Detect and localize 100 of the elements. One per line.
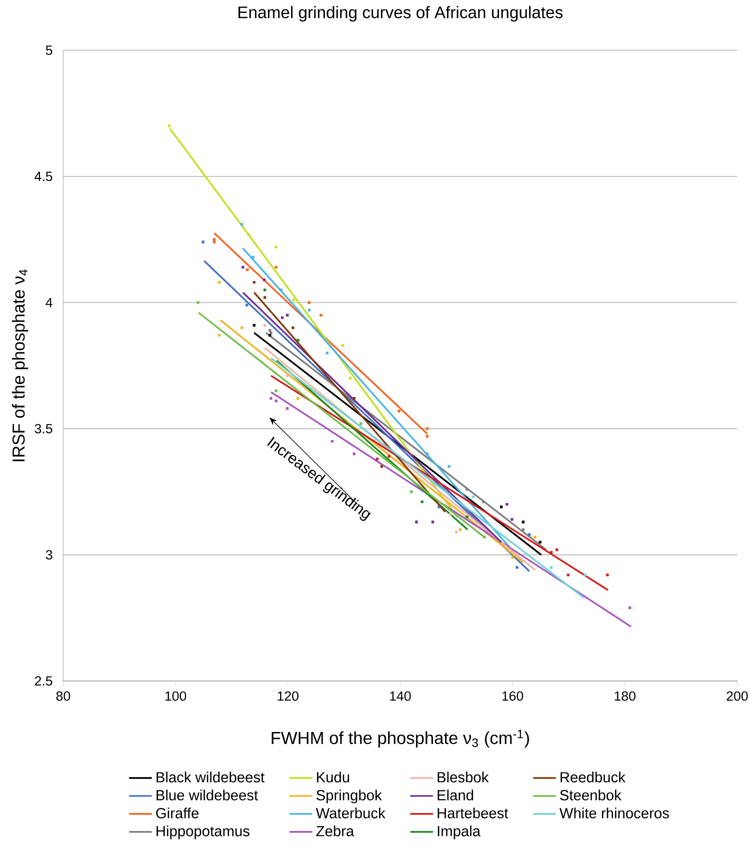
point <box>398 410 400 412</box>
point <box>196 301 200 304</box>
point <box>410 490 413 494</box>
x-tick-label: 140 <box>390 691 411 701</box>
point <box>242 266 244 269</box>
point <box>263 288 266 292</box>
y-axis-title: IRSF of the phosphate ν$_{4}$ <box>12 269 28 462</box>
point <box>308 308 311 312</box>
x-tick-label: 200 <box>726 691 748 701</box>
x-tick-label: 120 <box>278 691 298 701</box>
point <box>376 458 378 460</box>
point <box>448 465 450 468</box>
legend-label: Blesbok <box>438 772 489 782</box>
point <box>500 506 503 508</box>
point <box>274 389 278 392</box>
x-tick-label: 160 <box>502 691 524 701</box>
point <box>296 339 300 342</box>
point <box>538 540 542 544</box>
point <box>431 520 434 524</box>
point <box>380 465 383 468</box>
point <box>472 495 475 498</box>
legend-label: Black wildebeest <box>156 772 265 782</box>
point <box>352 397 356 400</box>
point <box>550 550 553 554</box>
point <box>202 240 204 244</box>
point <box>268 334 272 337</box>
point <box>326 352 329 354</box>
point <box>296 397 300 400</box>
point <box>268 328 272 332</box>
point <box>360 422 362 425</box>
legend-label: Waterbuck <box>316 808 386 818</box>
point <box>516 566 518 569</box>
point <box>415 520 418 524</box>
y-tick-label: 3.5 <box>34 424 52 434</box>
point <box>262 278 266 282</box>
x-tick-label: 80 <box>56 691 70 701</box>
point <box>606 574 609 576</box>
point <box>270 397 272 400</box>
point <box>628 606 632 610</box>
point <box>388 455 390 458</box>
point <box>246 268 249 272</box>
point <box>270 331 272 334</box>
point <box>280 316 284 320</box>
legend-label: Hartebeest <box>438 808 508 818</box>
point <box>506 503 508 506</box>
y-tick-label: 3 <box>46 550 52 560</box>
point <box>274 246 278 248</box>
point <box>522 528 525 531</box>
point <box>263 296 266 299</box>
legend-label: Steenbok <box>560 790 622 800</box>
point <box>168 124 171 128</box>
point <box>308 301 311 304</box>
point <box>240 326 244 330</box>
point <box>528 533 531 536</box>
point <box>348 376 352 380</box>
legend-label: Zebra <box>316 826 354 836</box>
chart-title: Enamel grinding curves of African ungulates <box>238 6 563 22</box>
point <box>292 326 294 330</box>
point <box>584 574 586 576</box>
point <box>252 256 254 258</box>
point <box>420 500 424 504</box>
point <box>466 516 468 518</box>
point <box>455 530 458 534</box>
point <box>320 314 322 316</box>
point <box>556 548 558 552</box>
legend-label: Eland <box>438 790 474 800</box>
point <box>212 240 216 244</box>
point <box>448 513 452 516</box>
point <box>330 440 334 443</box>
x-tick-label: 180 <box>614 691 636 701</box>
point <box>274 266 278 269</box>
point <box>252 281 256 284</box>
point <box>483 536 486 538</box>
legend-label: Kudu <box>317 772 350 782</box>
point <box>212 238 216 241</box>
point <box>240 222 244 226</box>
point <box>522 520 525 524</box>
x-tick-label: 100 <box>165 691 186 701</box>
point <box>566 574 570 576</box>
legend-label: Impala <box>438 826 481 840</box>
legend-label: Giraffe <box>156 808 199 818</box>
point <box>263 324 266 327</box>
point <box>458 528 462 531</box>
legend-label: Reedbuck <box>560 772 626 782</box>
point <box>426 434 428 438</box>
point <box>550 566 553 569</box>
legend-label: Blue wildebeest <box>156 790 258 800</box>
point <box>510 518 514 521</box>
point <box>286 407 289 410</box>
x-axis-title: FWHM of the phosphate ν$_{3}$ (cm$^{-1}$) <box>272 730 529 748</box>
y-tick-label: 2.5 <box>34 676 52 686</box>
point <box>534 536 536 538</box>
point <box>426 427 428 430</box>
point <box>252 324 256 327</box>
legend-label: White rhinoceros <box>559 808 669 818</box>
point <box>218 334 221 337</box>
point <box>246 304 248 306</box>
legend-label: Hippopotamus <box>156 826 250 840</box>
point <box>511 556 514 559</box>
point <box>292 298 295 302</box>
